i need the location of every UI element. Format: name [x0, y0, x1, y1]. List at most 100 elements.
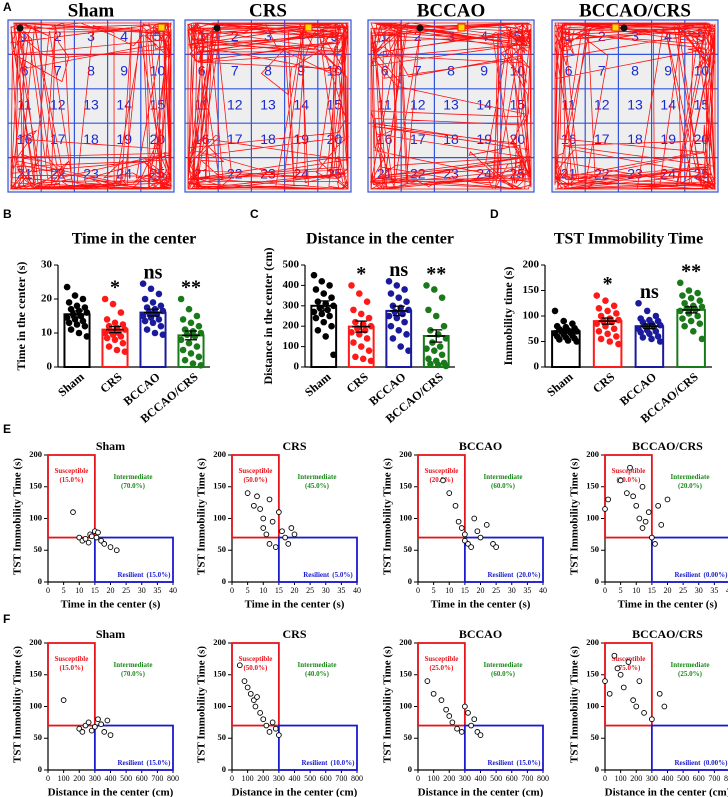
data-point — [641, 709, 647, 716]
data-point — [257, 506, 263, 512]
cell-number: 17 — [50, 131, 66, 147]
x-tick-label: 5 — [246, 586, 250, 595]
cell-number: 13 — [443, 97, 459, 113]
region-percent: (15.0%) — [59, 664, 84, 672]
region-label: Susceptible (80.0%) — [612, 467, 646, 484]
cell-number: 12 — [50, 97, 66, 113]
y-axis-label: TST Immobility Time (s) — [196, 646, 208, 763]
y-tick-label: 150 — [586, 669, 599, 679]
data-point — [395, 326, 403, 334]
data-point — [610, 325, 618, 333]
category-label: Sham — [55, 370, 86, 400]
cell-number: 14 — [476, 97, 492, 113]
y-tick-label: 100 — [586, 512, 599, 522]
data-point — [272, 725, 279, 732]
data-point — [595, 305, 603, 312]
cell-number: 2 — [414, 28, 422, 44]
cell-number: 7 — [598, 62, 606, 78]
data-point — [266, 729, 273, 735]
x-axis-label: Time in the center (s) — [618, 599, 718, 611]
panel-label: F — [3, 612, 10, 626]
data-point — [630, 697, 636, 704]
x-tick-label: 700 — [335, 774, 347, 783]
y-tick-label: 200 — [399, 637, 412, 647]
arena-title: Sham — [68, 0, 115, 21]
data-point — [446, 490, 453, 496]
chart-title: TST Immobility Time — [554, 231, 703, 248]
data-point — [260, 515, 267, 522]
y-axis-label: Immobility time (s) — [501, 267, 515, 366]
data-point — [187, 350, 195, 357]
chart-title: Distance in the center — [306, 231, 454, 248]
region-box — [604, 642, 653, 727]
region-label: Intermediate (45.0%) — [298, 473, 337, 490]
x-tick-label: 20 — [477, 586, 485, 595]
data-point — [664, 496, 671, 503]
data-point — [85, 719, 92, 726]
data-point — [458, 525, 465, 531]
region-box — [277, 724, 358, 771]
x-tick-label: 30 — [695, 586, 703, 595]
significance: * — [356, 263, 366, 285]
cell-number: 14 — [660, 97, 676, 113]
data-point — [425, 355, 432, 363]
category-label: CRS — [344, 369, 372, 395]
data-point — [655, 502, 661, 509]
x-tick-label: 800 — [724, 774, 728, 783]
data-point — [636, 678, 643, 684]
cell-number: 5 — [698, 28, 706, 44]
data-point — [661, 703, 668, 710]
data-point — [330, 302, 337, 310]
data-point — [104, 717, 111, 724]
region-label: Intermediate (60.0%) — [484, 473, 523, 490]
cell-number: 12 — [410, 97, 426, 113]
data-point — [95, 716, 101, 723]
cell-number: 19 — [660, 131, 676, 147]
data-point — [483, 521, 490, 528]
y-tick-label: 200 — [523, 259, 540, 271]
chart-title: BCCAO/CRS — [632, 627, 703, 641]
y-tick-label: 200 — [213, 449, 226, 459]
data-point — [676, 307, 684, 315]
x-tick-label: 100 — [58, 774, 70, 783]
data-point — [348, 282, 355, 289]
region-percent: (0.00%) — [704, 759, 728, 767]
region-name: Susceptible — [239, 655, 273, 663]
data-point — [449, 719, 456, 726]
data-point — [385, 312, 393, 320]
data-point — [595, 328, 603, 335]
data-point — [391, 308, 399, 316]
region-name: Susceptible — [55, 467, 89, 475]
cell-number: 3 — [87, 28, 95, 44]
cell-number: 4 — [120, 28, 128, 44]
data-point — [652, 541, 658, 547]
panel-label: D — [490, 207, 499, 221]
x-tick-label: 25 — [492, 586, 500, 595]
x-tick-label: 25 — [306, 586, 314, 595]
x-axis-label: Distance in the center (cm) — [605, 787, 728, 797]
x-tick-label: 500 — [677, 774, 689, 783]
region-label: Resilient (15.0%) — [117, 571, 171, 579]
panel-label: A — [3, 0, 12, 14]
y-tick-label: 0 — [222, 764, 226, 774]
data-point — [157, 302, 165, 310]
x-tick-label: 500 — [120, 774, 132, 783]
data-point — [185, 339, 193, 347]
y-tick-label: 50 — [34, 732, 43, 742]
data-point — [477, 732, 484, 738]
region-percent: (5.0%) — [332, 571, 353, 579]
region-label: Resilient (15.0%) — [487, 759, 541, 767]
data-point — [121, 326, 129, 333]
chart-title: BCCAO/CRS — [632, 439, 703, 453]
cell-number: 6 — [381, 62, 389, 78]
x-tick-label: 400 — [105, 774, 117, 783]
significance: ns — [144, 261, 163, 283]
data-point — [620, 684, 627, 691]
x-tick-label: 25 — [679, 586, 687, 595]
y-axis-label: TST Immobility Time (s) — [569, 646, 581, 763]
region-percent: (15.0%) — [147, 759, 172, 767]
data-point — [424, 678, 431, 684]
arena-title: BCCAO — [417, 0, 486, 21]
cell-number: 12 — [594, 97, 610, 113]
cell-number: 18 — [627, 131, 643, 147]
